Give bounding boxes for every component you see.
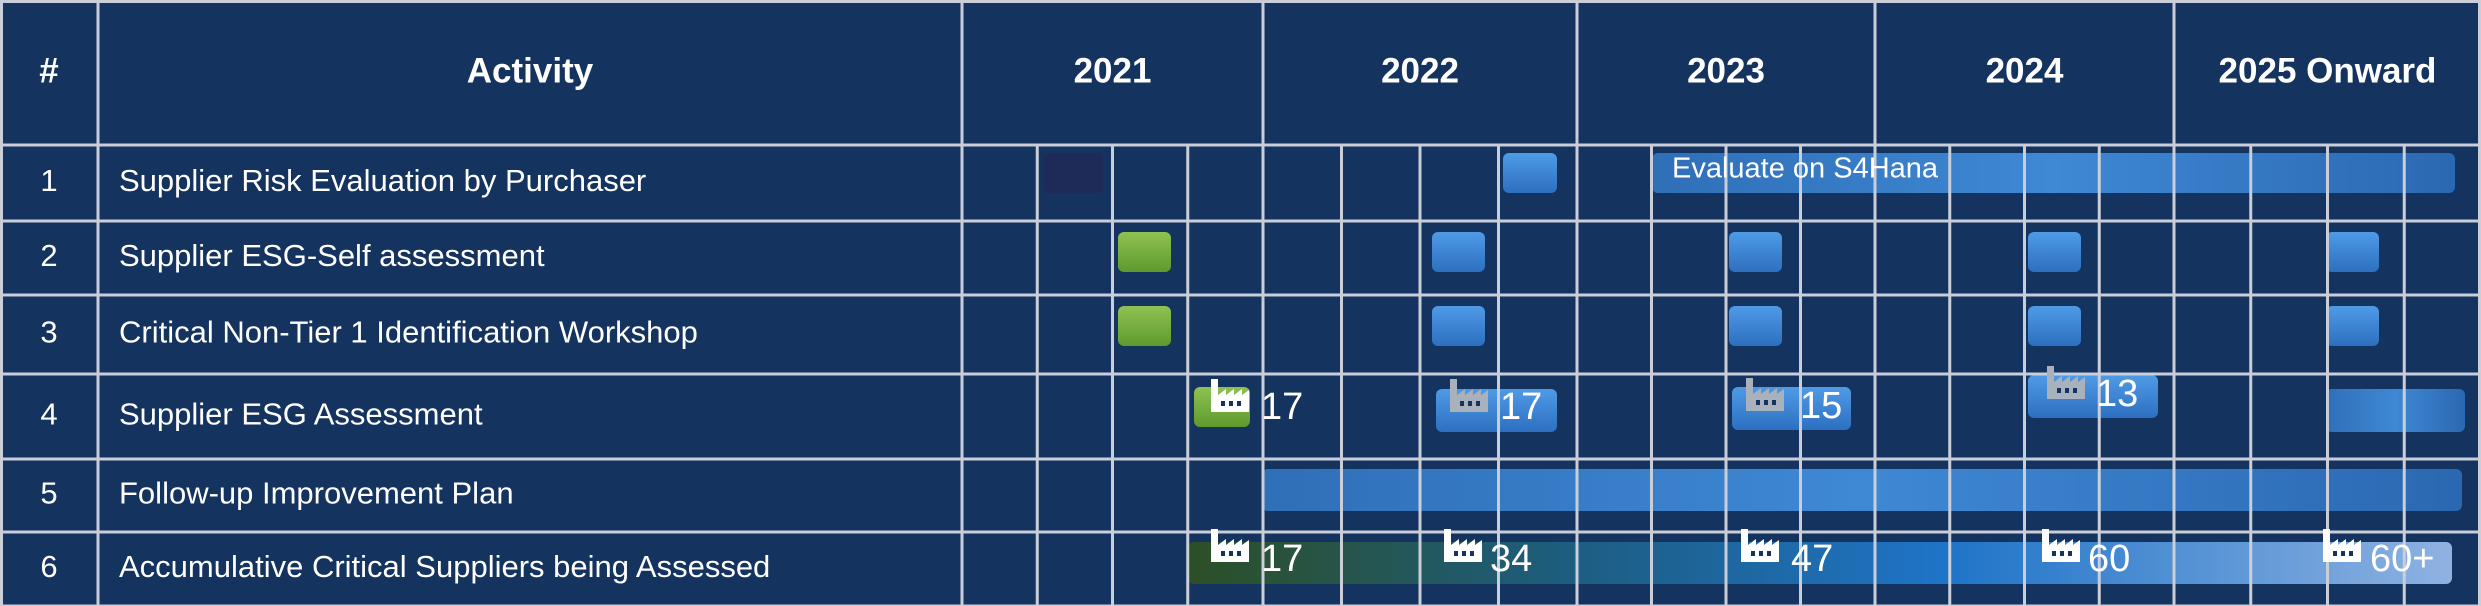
marker bbox=[1432, 306, 1485, 346]
marker bbox=[2028, 306, 2081, 346]
header-year: 2024 bbox=[1986, 51, 2064, 90]
marker bbox=[1729, 306, 1782, 346]
row-number: 2 bbox=[40, 238, 57, 273]
bar-label: Evaluate on S4Hana bbox=[1672, 153, 1939, 185]
marker bbox=[2028, 232, 2081, 272]
activity-name: Follow-up Improvement Plan bbox=[119, 476, 514, 511]
factory-icon bbox=[1741, 529, 1779, 562]
marker bbox=[1118, 232, 1171, 272]
header-year: 2021 bbox=[1074, 51, 1152, 90]
marker bbox=[2326, 306, 2379, 346]
count-label: 34 bbox=[1490, 538, 1532, 580]
count-label: 15 bbox=[1800, 385, 1842, 427]
marker bbox=[2326, 232, 2379, 272]
count-label: 17 bbox=[1500, 386, 1542, 428]
activity-name: Critical Non-Tier 1 Identification Works… bbox=[119, 315, 698, 350]
count-label: 17 bbox=[1261, 538, 1303, 580]
factory-icon bbox=[1211, 529, 1249, 562]
row-number: 3 bbox=[40, 315, 57, 350]
activity-name: Supplier Risk Evaluation by Purchaser bbox=[119, 163, 646, 198]
factory-icon bbox=[1450, 379, 1488, 412]
activity-name: Supplier ESG-Self assessment bbox=[119, 238, 545, 273]
count-label: 60+ bbox=[2370, 538, 2434, 580]
factory-icon bbox=[2042, 529, 2080, 562]
cumulative-bar bbox=[1188, 542, 2452, 584]
marker bbox=[1432, 232, 1485, 272]
factory-icon bbox=[2047, 366, 2085, 399]
marker bbox=[1503, 153, 1557, 193]
inactive-marker bbox=[1044, 153, 1103, 193]
count-label: 60 bbox=[2088, 538, 2130, 580]
timeline-bar bbox=[1652, 153, 2455, 193]
factory-icon bbox=[2323, 529, 2361, 562]
header-year: 2022 bbox=[1381, 51, 1459, 90]
header-activity: Activity bbox=[467, 51, 594, 90]
factory-icon bbox=[1746, 378, 1784, 411]
header-year: 2023 bbox=[1687, 51, 1765, 90]
factory-icon bbox=[1211, 379, 1249, 412]
timeline-bar bbox=[1262, 469, 2462, 511]
count-label: 13 bbox=[2096, 373, 2138, 415]
activity-name: Supplier ESG Assessment bbox=[119, 397, 483, 432]
timeline-bar bbox=[2326, 389, 2465, 432]
count-label: 17 bbox=[1261, 386, 1303, 428]
marker bbox=[1118, 306, 1171, 346]
row-number: 5 bbox=[40, 476, 57, 511]
row-number: 1 bbox=[40, 163, 57, 198]
activity-name: Accumulative Critical Suppliers being As… bbox=[119, 549, 770, 584]
row-number: 6 bbox=[40, 549, 57, 584]
count-label: 47 bbox=[1791, 538, 1833, 580]
header-year: 2025 Onward bbox=[2219, 51, 2437, 90]
marker bbox=[1729, 232, 1782, 272]
factory-icon bbox=[1444, 529, 1482, 562]
header-number: # bbox=[39, 51, 58, 90]
row-number: 4 bbox=[40, 397, 57, 432]
